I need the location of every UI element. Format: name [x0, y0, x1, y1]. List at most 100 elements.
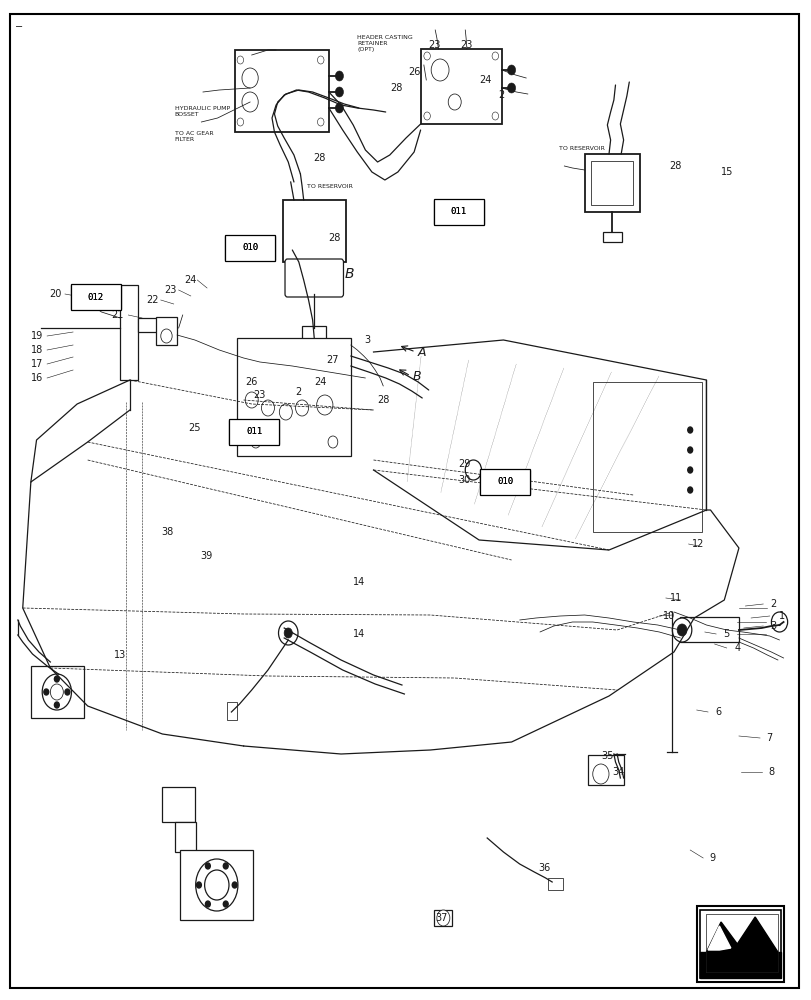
- Circle shape: [335, 103, 343, 113]
- Text: 18: 18: [31, 345, 44, 355]
- Bar: [547, 878, 562, 890]
- Circle shape: [204, 870, 229, 900]
- Circle shape: [205, 901, 210, 907]
- Bar: [696, 906, 783, 982]
- Text: 24: 24: [314, 377, 327, 387]
- Bar: [420, 49, 501, 124]
- Circle shape: [672, 618, 691, 642]
- Bar: [71, 285, 121, 309]
- Polygon shape: [706, 950, 777, 972]
- Bar: [433, 200, 483, 224]
- Circle shape: [687, 427, 692, 433]
- Bar: [680, 617, 738, 642]
- Circle shape: [261, 400, 274, 416]
- Text: IN: IN: [484, 486, 491, 490]
- Text: −: −: [15, 22, 23, 32]
- Circle shape: [278, 621, 298, 645]
- Text: B: B: [344, 267, 354, 281]
- Text: 20: 20: [49, 289, 62, 299]
- Text: 26: 26: [245, 377, 258, 387]
- Circle shape: [196, 882, 201, 888]
- Polygon shape: [710, 918, 774, 950]
- Text: 27: 27: [326, 355, 339, 365]
- Bar: [174, 822, 195, 852]
- Circle shape: [687, 487, 692, 493]
- Text: 14: 14: [352, 577, 365, 587]
- Circle shape: [161, 329, 172, 343]
- Circle shape: [195, 859, 238, 911]
- Text: 30: 30: [457, 475, 470, 485]
- Text: HYDRAULIC PUMP
BOSSET: HYDRAULIC PUMP BOSSET: [174, 106, 230, 117]
- Text: 010: 010: [496, 478, 513, 487]
- Text: HEADER CASTING
RETAINER
(OPT): HEADER CASTING RETAINER (OPT): [357, 35, 413, 52]
- Text: 23: 23: [253, 390, 266, 400]
- Text: 24: 24: [183, 275, 196, 285]
- Bar: [282, 200, 345, 262]
- Bar: [156, 317, 177, 345]
- Text: 010: 010: [242, 243, 258, 252]
- Text: 2: 2: [295, 387, 302, 397]
- Circle shape: [54, 676, 59, 682]
- Text: 23: 23: [164, 285, 177, 295]
- Circle shape: [237, 118, 243, 126]
- Text: 28: 28: [313, 153, 326, 163]
- Text: 2: 2: [498, 90, 504, 100]
- Circle shape: [423, 52, 430, 60]
- Text: 12: 12: [691, 539, 704, 549]
- Text: OUT: OUT: [484, 474, 497, 479]
- Circle shape: [223, 863, 228, 869]
- Circle shape: [328, 436, 337, 448]
- Bar: [302, 326, 326, 340]
- Bar: [225, 235, 275, 261]
- Circle shape: [491, 112, 498, 120]
- Circle shape: [237, 56, 243, 64]
- Circle shape: [687, 467, 692, 473]
- Bar: [225, 236, 275, 260]
- Polygon shape: [706, 917, 777, 952]
- Text: 012: 012: [88, 292, 104, 302]
- Bar: [590, 161, 633, 205]
- Text: 28: 28: [328, 233, 341, 243]
- Text: TO RESERVOIR: TO RESERVOIR: [558, 146, 603, 151]
- Bar: [434, 910, 452, 926]
- Text: 26: 26: [407, 67, 420, 77]
- Circle shape: [50, 684, 63, 700]
- Text: 34: 34: [611, 767, 624, 777]
- Text: 10: 10: [662, 611, 675, 621]
- Circle shape: [676, 624, 686, 636]
- Text: TO AC GEAR
FILTER: TO AC GEAR FILTER: [174, 131, 213, 142]
- Text: 25: 25: [188, 423, 201, 433]
- Bar: [138, 318, 169, 332]
- Circle shape: [436, 910, 449, 926]
- Polygon shape: [757, 930, 770, 948]
- Circle shape: [242, 92, 258, 112]
- Text: 010: 010: [496, 478, 513, 487]
- Text: 21: 21: [111, 310, 124, 320]
- Text: 23: 23: [460, 40, 473, 50]
- Text: A: A: [417, 346, 425, 359]
- Text: 4: 4: [733, 643, 740, 653]
- Bar: [587, 755, 624, 785]
- Text: 16: 16: [31, 373, 44, 383]
- Circle shape: [223, 901, 228, 907]
- Circle shape: [295, 400, 308, 416]
- Text: 011: 011: [246, 428, 262, 436]
- Circle shape: [592, 764, 608, 784]
- Text: 14: 14: [352, 629, 365, 639]
- Bar: [602, 232, 621, 242]
- Text: 28: 28: [376, 395, 389, 405]
- Text: 39: 39: [200, 551, 212, 561]
- Bar: [479, 469, 530, 495]
- Circle shape: [284, 628, 292, 638]
- Polygon shape: [702, 912, 777, 974]
- Text: OUT: OUT: [484, 474, 496, 479]
- Text: 3: 3: [770, 621, 776, 631]
- Polygon shape: [714, 922, 740, 946]
- Polygon shape: [707, 926, 730, 950]
- Text: 22: 22: [146, 295, 159, 305]
- Text: 23: 23: [427, 40, 440, 50]
- Text: 28: 28: [389, 83, 402, 93]
- Circle shape: [431, 59, 448, 81]
- Text: B: B: [412, 369, 421, 382]
- Circle shape: [507, 65, 515, 75]
